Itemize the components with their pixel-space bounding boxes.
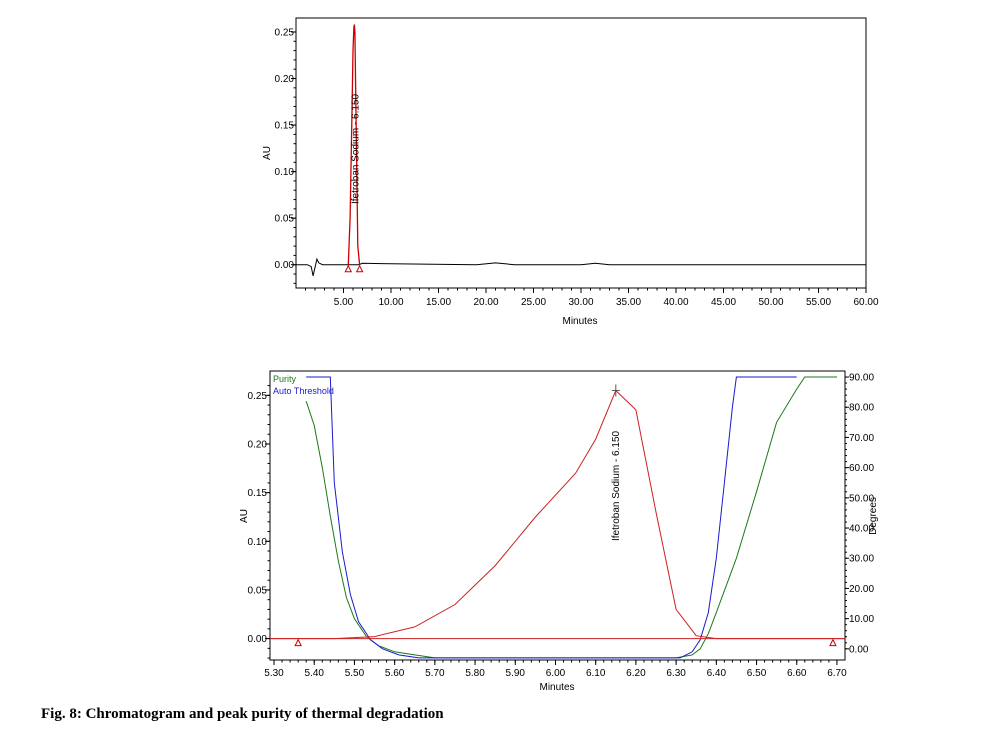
x-tick-label: 6.30 <box>666 668 686 679</box>
x-tick-label: 5.40 <box>304 668 324 679</box>
y2-tick-label: 20.00 <box>849 584 874 595</box>
integration-marker <box>344 264 353 273</box>
y-tick-label: 0.05 <box>248 585 268 596</box>
y-tick-label: 0.15 <box>248 488 268 499</box>
x-tick-label: 6.70 <box>827 668 847 679</box>
peak-label: Ifetroban Sodium - 6.150 <box>350 93 361 204</box>
y-tick-label: 0.20 <box>275 74 295 85</box>
x-tick-label: 50.00 <box>758 297 783 308</box>
x-tick-label: 20.00 <box>473 297 498 308</box>
y2-tick-label: 80.00 <box>849 403 874 414</box>
x-tick-label: 6.60 <box>787 668 807 679</box>
integration-marker <box>829 638 837 647</box>
legend-entry: Purity <box>273 374 297 384</box>
y-tick-label: 0.10 <box>248 537 268 548</box>
y2-tick-label: 60.00 <box>849 463 874 474</box>
series-line <box>347 24 361 265</box>
y-axis-label: AU <box>239 509 250 523</box>
plot-frame <box>269 370 846 661</box>
integration-marker <box>355 264 364 273</box>
x-axis-label: Minutes <box>562 316 597 327</box>
x-tick-label: 55.00 <box>806 297 831 308</box>
x-tick-label: 5.00 <box>334 297 354 308</box>
x-tick-label: 45.00 <box>711 297 736 308</box>
x-tick-label: 30.00 <box>568 297 593 308</box>
y-tick-label: 0.05 <box>275 214 295 225</box>
x-tick-label: 25.00 <box>521 297 546 308</box>
x-tick-label: 6.10 <box>586 668 606 679</box>
y-axis-label: AU <box>262 146 273 160</box>
y-tick-label: 0.20 <box>248 439 268 450</box>
y2-tick-label: 10.00 <box>849 614 874 625</box>
y2-tick-label: 50.00 <box>849 493 874 504</box>
figure-caption: Fig. 8: Chromatogram and peak purity of … <box>41 706 444 722</box>
x-tick-label: 6.50 <box>747 668 767 679</box>
x-tick-label: 15.00 <box>426 297 451 308</box>
series-line <box>305 376 837 659</box>
x-tick-label: 5.90 <box>506 668 526 679</box>
y2-tick-label: 40.00 <box>849 524 874 535</box>
peak-label: Ifetroban Sodium - 6.150 <box>611 430 622 541</box>
x-axis-label: Minutes <box>539 682 574 693</box>
y2-tick-label: 70.00 <box>849 433 874 444</box>
x-tick-label: 5.50 <box>345 668 365 679</box>
x-tick-label: 5.70 <box>425 668 445 679</box>
y-tick-label: 0.00 <box>248 634 268 645</box>
y2-tick-label: 90.00 <box>849 373 874 384</box>
x-tick-label: 35.00 <box>616 297 641 308</box>
series-line <box>306 376 797 659</box>
x-tick-label: 6.20 <box>626 668 646 679</box>
series-line <box>296 257 866 277</box>
x-tick-label: 5.60 <box>385 668 405 679</box>
y-tick-label: 0.25 <box>248 391 268 402</box>
y-tick-label: 0.15 <box>275 121 295 132</box>
y2-tick-label: 30.00 <box>849 554 874 565</box>
y-tick-label: 0.10 <box>275 167 295 178</box>
y2-axis-label: Degrees <box>868 497 879 535</box>
x-tick-label: 5.80 <box>465 668 485 679</box>
x-tick-label: 60.00 <box>853 297 878 308</box>
series-line <box>270 389 845 640</box>
y-tick-label: 0.25 <box>275 27 295 38</box>
x-tick-label: 40.00 <box>663 297 688 308</box>
y2-tick-label: 0.00 <box>849 644 869 655</box>
integration-marker <box>294 638 302 647</box>
x-tick-label: 5.30 <box>264 668 284 679</box>
x-tick-label: 6.00 <box>546 668 566 679</box>
x-tick-label: 10.00 <box>378 297 403 308</box>
x-tick-label: 6.40 <box>707 668 727 679</box>
y-tick-label: 0.00 <box>275 260 295 271</box>
legend-entry: Auto Threshold <box>273 386 334 396</box>
